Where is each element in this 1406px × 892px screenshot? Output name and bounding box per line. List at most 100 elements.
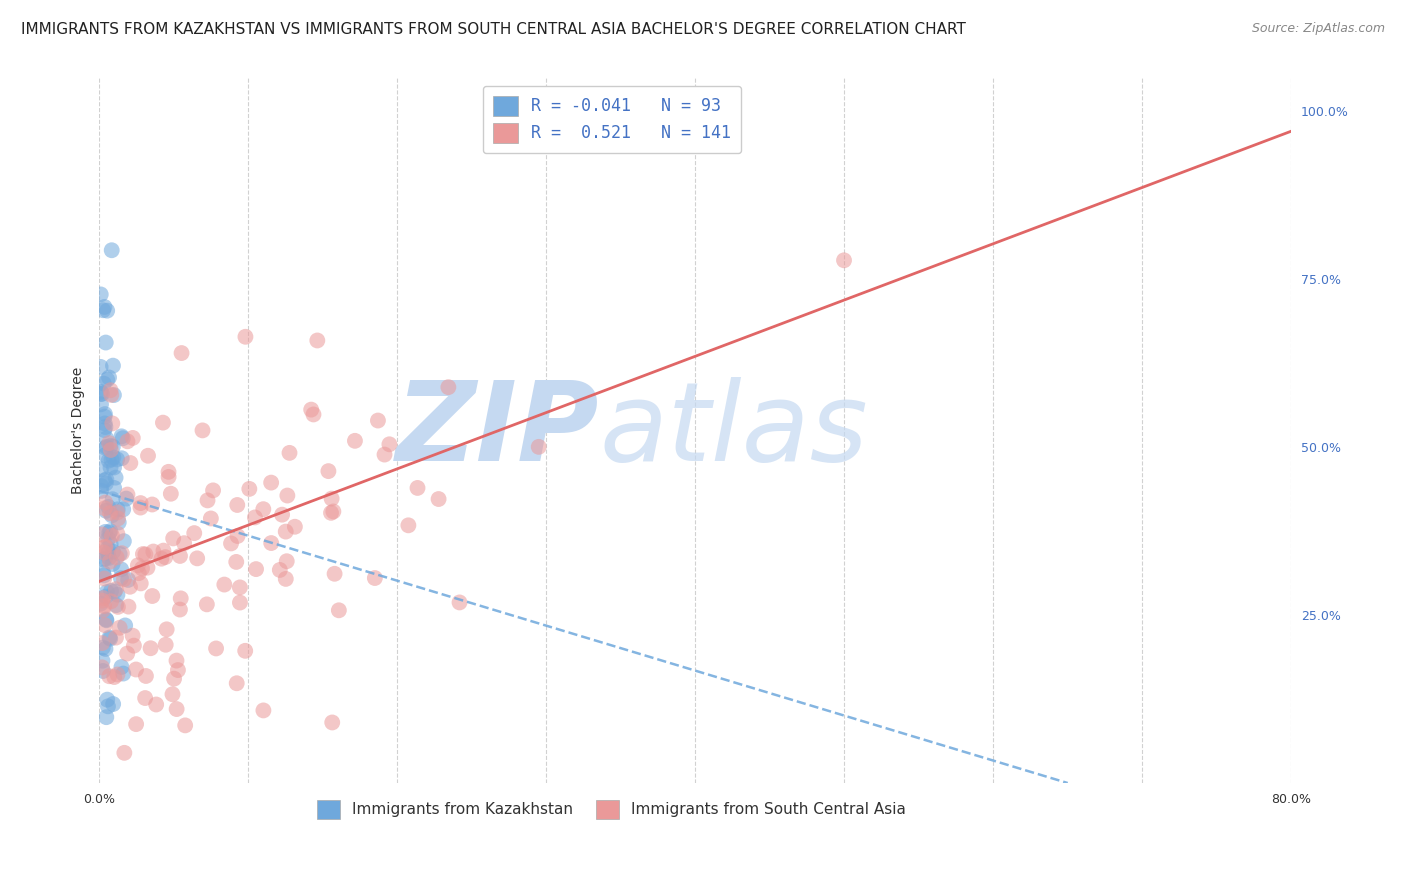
Point	[150, 551, 173, 566]
Point	[94, 551, 117, 566]
Point	[200, 511, 222, 525]
Point	[276, 489, 298, 503]
Point	[107, 505, 129, 519]
Point	[226, 529, 249, 543]
Text: atlas: atlas	[600, 376, 869, 483]
Point	[91, 660, 114, 674]
Point	[98, 506, 121, 520]
Point	[319, 506, 342, 520]
Point	[229, 581, 252, 595]
Point	[91, 527, 114, 541]
Point	[91, 303, 114, 318]
Point	[157, 470, 180, 484]
Point	[141, 589, 163, 603]
Point	[128, 566, 150, 581]
Point	[219, 536, 242, 550]
Point	[97, 532, 120, 546]
Point	[117, 599, 139, 614]
Point	[111, 451, 134, 466]
Point	[96, 440, 118, 454]
Point	[321, 491, 343, 506]
Point	[278, 446, 301, 460]
Point	[243, 510, 266, 524]
Point	[101, 492, 124, 507]
Text: ZIP: ZIP	[396, 376, 600, 483]
Point	[91, 591, 114, 606]
Point	[322, 504, 344, 518]
Point	[134, 691, 156, 706]
Point	[100, 594, 122, 608]
Point	[103, 388, 125, 402]
Point	[156, 623, 179, 637]
Point	[96, 303, 118, 318]
Point	[117, 434, 139, 449]
Point	[98, 525, 121, 540]
Point	[107, 511, 129, 525]
Point	[260, 536, 283, 550]
Point	[93, 552, 115, 566]
Point	[94, 590, 117, 604]
Point	[427, 491, 450, 506]
Point	[97, 500, 120, 514]
Point	[90, 384, 112, 399]
Point	[127, 558, 149, 573]
Point	[96, 710, 118, 724]
Point	[105, 452, 128, 467]
Point	[155, 550, 177, 565]
Point	[107, 502, 129, 516]
Point	[157, 465, 180, 479]
Point	[101, 697, 124, 711]
Point	[100, 460, 122, 475]
Point	[110, 660, 132, 674]
Point	[105, 526, 128, 541]
Point	[197, 493, 219, 508]
Point	[129, 500, 152, 515]
Point	[91, 664, 114, 678]
Point	[96, 612, 118, 626]
Point	[103, 481, 125, 495]
Point	[136, 560, 159, 574]
Point	[98, 669, 121, 683]
Y-axis label: Bachelor's Degree: Bachelor's Degree	[72, 367, 86, 494]
Point	[129, 576, 152, 591]
Point	[104, 470, 127, 484]
Point	[97, 453, 120, 467]
Point	[135, 669, 157, 683]
Point	[191, 424, 214, 438]
Point	[105, 598, 128, 612]
Point	[103, 460, 125, 475]
Point	[90, 397, 112, 411]
Point	[94, 495, 117, 509]
Point	[142, 544, 165, 558]
Point	[252, 703, 274, 717]
Point	[90, 359, 112, 374]
Point	[307, 334, 329, 348]
Point	[96, 692, 118, 706]
Point	[111, 431, 134, 445]
Point	[832, 253, 855, 268]
Point	[104, 631, 127, 645]
Point	[328, 603, 350, 617]
Point	[90, 483, 112, 498]
Point	[93, 618, 115, 632]
Point	[112, 572, 135, 586]
Point	[100, 452, 122, 467]
Point	[94, 540, 117, 554]
Point	[205, 641, 228, 656]
Point	[94, 441, 117, 455]
Point	[93, 568, 115, 582]
Point	[94, 476, 117, 491]
Point	[299, 402, 322, 417]
Point	[112, 666, 135, 681]
Point	[202, 483, 225, 498]
Point	[107, 667, 129, 681]
Point	[93, 376, 115, 391]
Point	[162, 687, 184, 701]
Point	[94, 420, 117, 434]
Point	[114, 618, 136, 632]
Point	[118, 580, 141, 594]
Point	[97, 699, 120, 714]
Point	[323, 566, 346, 581]
Point	[115, 491, 138, 506]
Point	[100, 442, 122, 457]
